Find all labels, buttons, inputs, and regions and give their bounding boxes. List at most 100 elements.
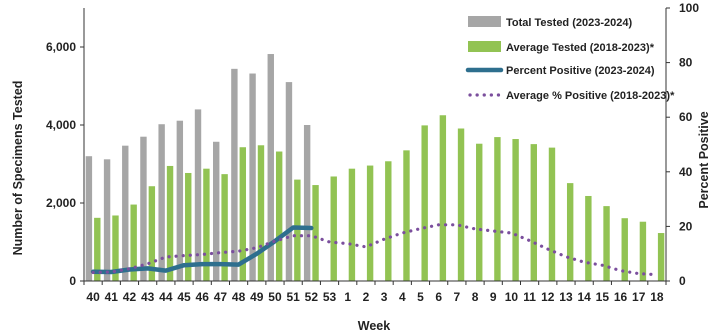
bar-total-tested-40 bbox=[85, 156, 93, 281]
bar-average-tested-11 bbox=[530, 144, 537, 281]
x-tick-label: 12 bbox=[541, 290, 555, 304]
y2-tick-label: 60 bbox=[679, 110, 693, 124]
y-tick-label: 0 bbox=[69, 274, 76, 288]
bar-average-tested-12 bbox=[548, 147, 556, 281]
bar-average-tested-42 bbox=[130, 204, 137, 281]
bar-average-tested-50 bbox=[275, 151, 283, 281]
x-tick-label: 49 bbox=[250, 290, 264, 304]
x-tick-label: 2 bbox=[363, 290, 370, 304]
x-tick-label: 5 bbox=[417, 290, 424, 304]
bar-total-tested-45 bbox=[176, 120, 184, 282]
lines-layer bbox=[90, 223, 659, 277]
x-tick-label: 48 bbox=[232, 290, 246, 304]
bar-average-tested-18 bbox=[657, 233, 665, 281]
bar-average-tested-41 bbox=[112, 215, 119, 281]
x-tick-label: 18 bbox=[650, 290, 664, 304]
y2-axis-title: Percent Positive bbox=[697, 111, 709, 208]
bars-layer bbox=[85, 54, 665, 282]
x-tick-label: 1 bbox=[344, 290, 351, 304]
y-tick-label: 2,000 bbox=[46, 196, 76, 210]
bar-average-tested-17 bbox=[639, 221, 647, 281]
y2-tick-label: 0 bbox=[679, 274, 686, 288]
bar-average-tested-47 bbox=[221, 174, 228, 281]
legend-key-1 bbox=[468, 41, 501, 52]
bar-average-tested-2 bbox=[366, 165, 374, 281]
bar-total-tested-41 bbox=[103, 159, 111, 281]
x-tick-label: 9 bbox=[490, 290, 497, 304]
legend: Total Tested (2023-2024) Average Tested (… bbox=[465, 16, 675, 102]
y2-tick-label: 20 bbox=[679, 219, 693, 233]
legend-label-0: Total Tested (2023-2024) bbox=[506, 17, 632, 29]
y2-tick-label: 40 bbox=[679, 165, 693, 179]
x-tick-label: 41 bbox=[105, 290, 119, 304]
bar-average-tested-52 bbox=[312, 185, 319, 281]
bar-average-tested-46 bbox=[203, 168, 210, 281]
x-tick-label: 50 bbox=[268, 290, 282, 304]
bar-average-tested-4 bbox=[403, 150, 410, 281]
bar-average-tested-1 bbox=[348, 168, 356, 281]
y-tick-label: 6,000 bbox=[46, 40, 76, 54]
x-tick-label: 40 bbox=[86, 290, 100, 304]
bar-average-tested-53 bbox=[330, 176, 337, 281]
x-tick-label: 3 bbox=[381, 290, 388, 304]
bar-average-tested-43 bbox=[148, 186, 156, 281]
bar-average-tested-7 bbox=[457, 128, 465, 281]
x-tick-label: 42 bbox=[123, 290, 137, 304]
x-tick-label: 43 bbox=[141, 290, 155, 304]
y-tick-label: 4,000 bbox=[46, 118, 76, 132]
x-tick-label: 4 bbox=[399, 290, 406, 304]
bar-total-tested-49 bbox=[249, 73, 256, 282]
x-tick-label: 47 bbox=[214, 290, 228, 304]
bar-average-tested-5 bbox=[421, 125, 428, 281]
y2-tick-label: 80 bbox=[679, 56, 693, 70]
x-tick-label: 44 bbox=[159, 290, 173, 304]
x-tick-label: 14 bbox=[577, 290, 591, 304]
x-tick-label: 13 bbox=[559, 290, 573, 304]
bar-total-tested-50 bbox=[267, 54, 274, 281]
bar-average-tested-9 bbox=[494, 137, 501, 281]
bar-total-tested-48 bbox=[231, 68, 238, 281]
x-tick-label: 8 bbox=[472, 290, 479, 304]
x-tick-label: 45 bbox=[177, 290, 191, 304]
legend-label-1: Average Tested (2018-2023)* bbox=[506, 42, 655, 54]
legend-key-0 bbox=[468, 16, 501, 27]
bar-total-tested-44 bbox=[158, 124, 165, 281]
x-tick-label: 6 bbox=[435, 290, 442, 304]
x-tick-label: 46 bbox=[196, 290, 210, 304]
x-tick-label: 53 bbox=[323, 290, 337, 304]
bar-average-tested-49 bbox=[257, 145, 265, 281]
bar-average-tested-3 bbox=[385, 161, 392, 281]
bar-average-tested-6 bbox=[439, 115, 447, 281]
legend-label-3: Average % Positive (2018-2023)* bbox=[506, 90, 675, 102]
bar-total-tested-51 bbox=[285, 82, 293, 281]
x-tick-label: 16 bbox=[614, 290, 628, 304]
bar-average-tested-13 bbox=[566, 183, 574, 281]
x-tick-label: 52 bbox=[305, 290, 319, 304]
bar-total-tested-47 bbox=[213, 141, 220, 281]
bar-average-tested-16 bbox=[621, 218, 628, 281]
bar-average-tested-51 bbox=[294, 179, 301, 281]
bar-average-tested-10 bbox=[512, 139, 519, 281]
bar-total-tested-42 bbox=[122, 145, 129, 281]
bar-average-tested-15 bbox=[603, 206, 610, 281]
y2-tick-label: 100 bbox=[679, 1, 699, 15]
x-tick-label: 15 bbox=[596, 290, 610, 304]
bar-total-tested-52 bbox=[303, 125, 311, 281]
y-axis-title: Number of Specimens Tested bbox=[11, 81, 25, 256]
bar-average-tested-44 bbox=[166, 165, 174, 281]
legend-label-2: Percent Positive (2023-2024) bbox=[506, 65, 655, 77]
x-tick-label: 17 bbox=[632, 290, 646, 304]
x-tick-label: 51 bbox=[286, 290, 300, 304]
bar-average-tested-14 bbox=[585, 195, 592, 281]
bar-total-tested-46 bbox=[194, 109, 202, 282]
x-tick-label: 7 bbox=[454, 290, 461, 304]
x-tick-label: 11 bbox=[523, 290, 536, 304]
bar-average-tested-40 bbox=[94, 217, 101, 281]
x-tick-label: 10 bbox=[505, 290, 519, 304]
bar-average-tested-45 bbox=[185, 172, 192, 281]
bar-average-tested-48 bbox=[239, 147, 246, 281]
bar-average-tested-8 bbox=[476, 143, 483, 281]
x-axis-title: Week bbox=[358, 319, 390, 333]
